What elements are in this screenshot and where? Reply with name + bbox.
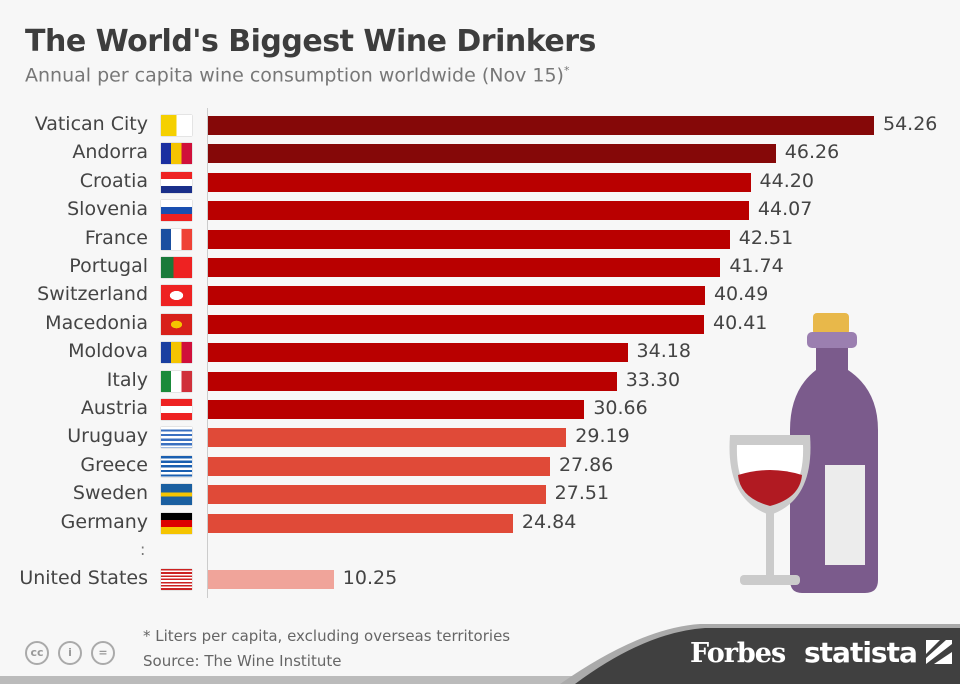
bottle-label [825, 465, 865, 565]
flag-icon [161, 342, 192, 364]
wine-illustration [729, 313, 878, 593]
value-label: 29.19 [575, 425, 630, 448]
flag-icon [161, 484, 192, 506]
value-label: 33.30 [625, 368, 681, 391]
value-label: 30.66 [593, 397, 648, 419]
category-label: United States [19, 567, 148, 589]
category-label: Austria [80, 397, 148, 419]
value-label: 44.07 [757, 198, 813, 221]
bar[interactable] [208, 570, 334, 589]
value-label: 40.49 [713, 283, 769, 306]
footer-dark-panel [575, 628, 960, 684]
category-label: Italy [106, 368, 148, 391]
flag-icon [161, 257, 192, 278]
wine-in-glass [738, 470, 802, 506]
category-label: Uruguay [67, 425, 148, 448]
bar[interactable] [208, 485, 546, 505]
value-label: 46.26 [784, 141, 840, 164]
category-label: Vatican City [34, 113, 148, 135]
value-label: 34.18 [636, 340, 691, 363]
category-label: Croatia [79, 169, 148, 192]
category-label: France [84, 226, 148, 249]
flag-icon [161, 285, 192, 307]
value-label: 10.25 [342, 567, 398, 589]
bar[interactable] [208, 144, 776, 164]
value-label: 27.51 [554, 482, 610, 505]
flag-icon [161, 399, 192, 420]
flag-icon [161, 171, 192, 193]
bar[interactable] [208, 371, 617, 391]
flag-icon [161, 427, 192, 449]
value-label: 44.20 [759, 169, 814, 192]
category-label: Germany [60, 510, 148, 533]
category-label: Greece [80, 453, 148, 476]
chart-subtitle: Annual per capita wine consumption world… [25, 64, 569, 86]
bar[interactable] [208, 456, 550, 476]
value-label: 27.86 [558, 453, 614, 476]
statista-logo[interactable]: statista [804, 636, 952, 669]
category-label: Andorra [72, 141, 148, 164]
bar[interactable] [208, 343, 628, 363]
bar[interactable] [208, 258, 721, 277]
bar[interactable] [208, 229, 730, 249]
subtitle-mark: * [563, 64, 570, 77]
statista-text: statista [804, 636, 918, 669]
forbes-logo[interactable]: Forbes [690, 638, 786, 669]
source[interactable]: Source: The Wine Institute [143, 652, 342, 670]
bar[interactable] [208, 400, 585, 419]
bar[interactable] [208, 286, 705, 306]
flag-icon [161, 143, 192, 165]
gap-marker: : [140, 540, 146, 559]
bar[interactable] [208, 116, 874, 135]
value-label: 41.74 [729, 255, 784, 277]
flag-icon [161, 115, 192, 136]
bar[interactable] [208, 428, 567, 448]
flag-icon [161, 228, 192, 250]
footnote: * Liters per capita, excluding overseas … [143, 627, 511, 645]
flag-icon [161, 313, 192, 335]
flag-icon [161, 370, 192, 392]
flag-icon [161, 512, 192, 534]
bar[interactable] [208, 513, 513, 533]
value-label: 24.84 [521, 510, 577, 533]
nd-icon[interactable]: = [91, 641, 115, 665]
flag-icon [161, 569, 192, 590]
bar[interactable] [208, 172, 751, 192]
value-label: 54.26 [883, 113, 938, 135]
category-label: Slovenia [67, 198, 148, 221]
bottle-cap [807, 332, 857, 348]
subtitle-text: Annual per capita wine consumption world… [25, 64, 564, 87]
category-label: Moldova [68, 340, 148, 363]
bar[interactable] [208, 201, 749, 221]
category-label: Macedonia [45, 311, 148, 334]
glass-base [740, 575, 800, 585]
flag-icon [161, 455, 192, 477]
category-label: Portugal [69, 255, 148, 277]
by-icon[interactable]: i [58, 641, 82, 665]
bottle-cork [813, 313, 849, 335]
statista-icon [925, 640, 952, 664]
category-label: Switzerland [37, 283, 148, 306]
cc-icon[interactable]: cc [25, 641, 49, 665]
glass-stem [766, 513, 774, 578]
bar[interactable] [208, 314, 704, 334]
y-axis-line [207, 108, 208, 598]
value-label: 40.41 [713, 311, 768, 334]
flag-icon [161, 200, 192, 222]
value-label: 42.51 [738, 226, 794, 249]
chart-title: The World's Biggest Wine Drinkers [25, 24, 596, 59]
category-label: Sweden [72, 482, 148, 505]
